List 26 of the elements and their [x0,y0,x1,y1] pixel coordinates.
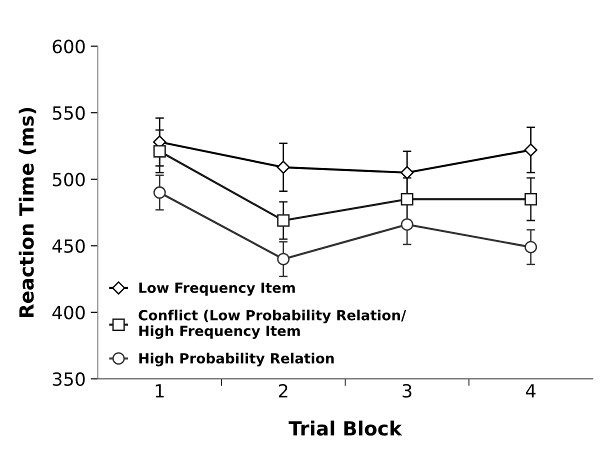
x-tick-label: 2 [278,384,288,398]
legend-label: High Probability Relation [139,352,334,366]
point [276,160,290,174]
point [277,214,290,227]
point [524,143,538,157]
legend-label: Conflict (Low Probability Relation/ High Frequency Item [138,310,406,339]
point [524,192,538,206]
x-axis-title: Trial Block [288,420,402,436]
x-tick-label: 1 [156,384,164,398]
x-tick-label: 4 [526,384,536,398]
y-tick-label: 500 [52,172,85,186]
point [400,218,414,231]
point [524,240,538,254]
point [153,145,166,158]
y-tick-label: 600 [52,40,85,54]
point [277,252,290,266]
y-axis-title: Reaction Time (ms) [18,108,36,317]
legend-label: Low Frequency Item [139,282,295,296]
y-tick-label: 450 [52,239,85,253]
y-tick-label: 350 [52,372,85,386]
point [400,166,414,180]
y-tick-label: 550 [52,106,85,120]
x-tick-label: 3 [402,384,412,398]
point [153,186,166,199]
y-tick-label: 400 [52,306,85,320]
point [400,192,414,206]
